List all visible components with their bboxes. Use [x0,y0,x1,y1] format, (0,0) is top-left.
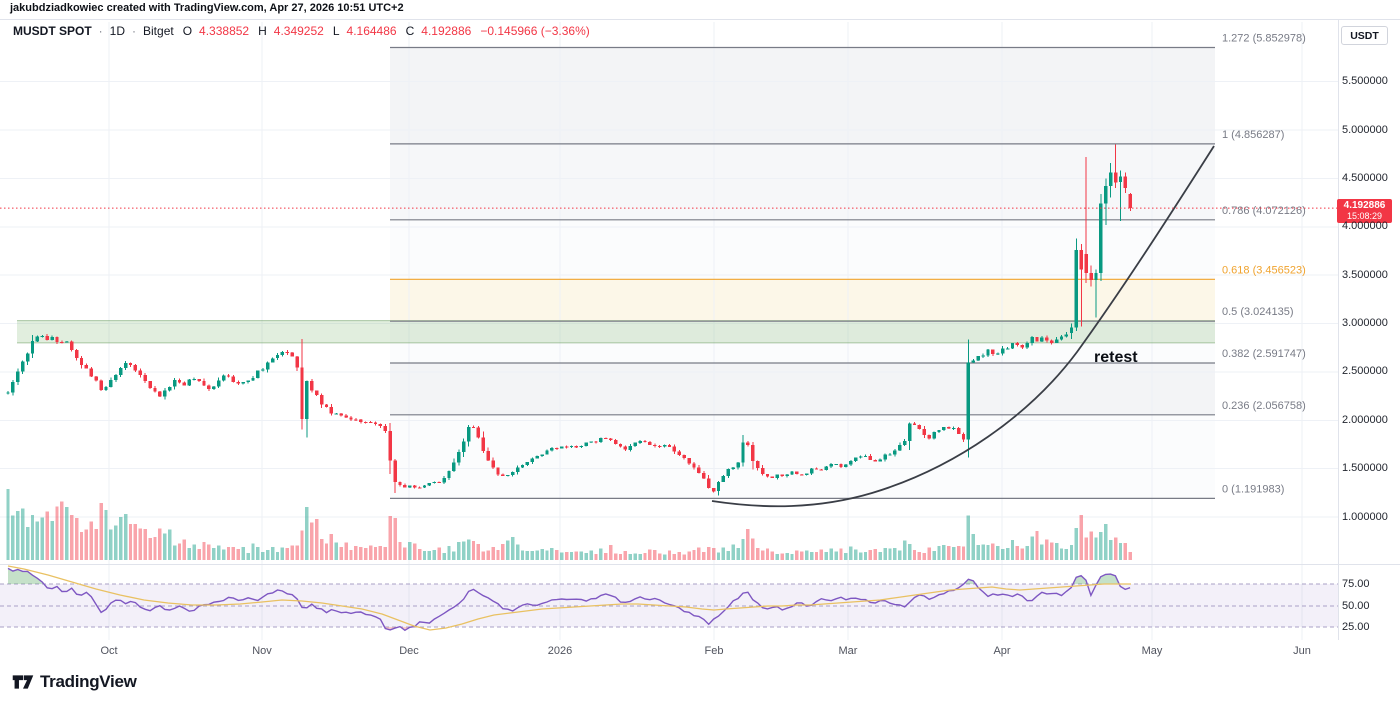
price-tick-label: 3.500000 [1342,268,1388,281]
pane-separator[interactable] [0,564,1400,565]
legend-low-label: L [332,24,340,38]
rsi-tick-label: 50.00 [1342,599,1370,612]
fib-level-label: 0 (1.191983) [1222,483,1284,495]
legend-change: −0.145966 (−3.36%) [480,24,590,38]
price-tick-label: 5.500000 [1342,75,1388,88]
legend-open-value: 4.338852 [199,24,250,38]
bar-countdown: 15:08:29 [1346,211,1383,221]
legend-high-label: H [258,24,267,38]
fib-level-label: 0.786 (4.072126) [1222,205,1306,217]
price-tick-label: 4.000000 [1342,220,1388,233]
fib-level-label: 0.618 (3.456523) [1222,264,1306,276]
price-scale[interactable]: USDT 4.192886 15:08:29 5.500000 5.000000 4… [1337,0,1400,663]
legend-close-value: 4.192886 [421,24,472,38]
legend-high-value: 4.349252 [273,24,324,38]
tradingview-logo-text: TradingView [40,672,137,691]
legend-symbol[interactable]: MUSDT SPOT [13,24,92,38]
time-tick-label: 2026 [547,645,573,657]
legend-separator: · [132,24,137,38]
price-axis-divider [1338,19,1339,663]
tradingview-logo[interactable]: TradingView [12,672,137,692]
price-tick-label: 1.000000 [1342,510,1388,523]
topbar-divider [0,19,1400,20]
price-tick-label: 2.500000 [1342,365,1388,378]
rsi-tick-label: 75.00 [1342,577,1370,590]
legend-interval: 1D [109,24,126,38]
last-price-value: 4.192886 [1343,200,1386,211]
rsi-ma-line [7,565,1131,631]
time-tick-label: Mar [838,645,858,657]
attribution-bar: jakubdziadkowiec created with TradingVie… [10,2,404,14]
fib-level-label: 1 (4.856287) [1222,129,1284,141]
time-tick-label: Feb [704,645,724,657]
price-tick-label: 2.000000 [1342,413,1388,426]
time-tick-label: Jun [1293,645,1311,657]
rsi-tick-label: 25.00 [1342,620,1370,633]
time-tick-label: Nov [252,645,272,657]
time-tick-label: May [1141,645,1163,657]
price-tick-label: 5.000000 [1342,123,1388,136]
trend-curve[interactable] [711,145,1215,508]
legend-low-value: 4.164486 [346,24,397,38]
currency-button[interactable]: USDT [1341,26,1388,45]
rsi-line [7,567,1131,632]
volume-bars [6,489,1132,560]
retest-annotation[interactable]: retest [1094,349,1138,366]
price-chart-canvas[interactable]: 1.272 (5.852978) 1 (4.856287) 0.786 (4.072… [0,20,1338,640]
symbol-legend[interactable]: MUSDT SPOT · 1D · Bitget O 4.338852 H 4.34… [13,24,590,38]
time-tick-label: Apr [993,645,1011,657]
price-tick-label: 3.000000 [1342,317,1388,329]
candles [6,144,1132,496]
price-badge: 4.192886 15:08:29 [1337,199,1392,223]
legend-close-label: C [405,24,415,38]
fib-level-label: 1.272 (5.852978) [1222,33,1306,45]
price-tick-label: 1.500000 [1342,462,1388,475]
fib-level-label: 0.5 (3.024135) [1222,306,1294,318]
fib-level-label: 0.382 (2.591747) [1222,348,1306,360]
fib-level-label: 0.236 (2.056758) [1222,400,1306,412]
legend-separator: · [98,24,103,38]
time-tick-label: Oct [100,645,118,657]
price-tick-label: 4.500000 [1342,171,1388,184]
tradingview-logo-icon [12,675,34,689]
legend-exchange: Bitget [143,24,174,38]
legend-open-label: O [182,24,193,38]
time-tick-label: Dec [399,645,419,657]
attribution-text: jakubdziadkowiec created with TradingVie… [10,2,404,14]
gridlines [0,22,1338,640]
time-scale[interactable]: Oct Nov Dec 2026 Feb Mar Apr May Jun [0,640,1400,663]
